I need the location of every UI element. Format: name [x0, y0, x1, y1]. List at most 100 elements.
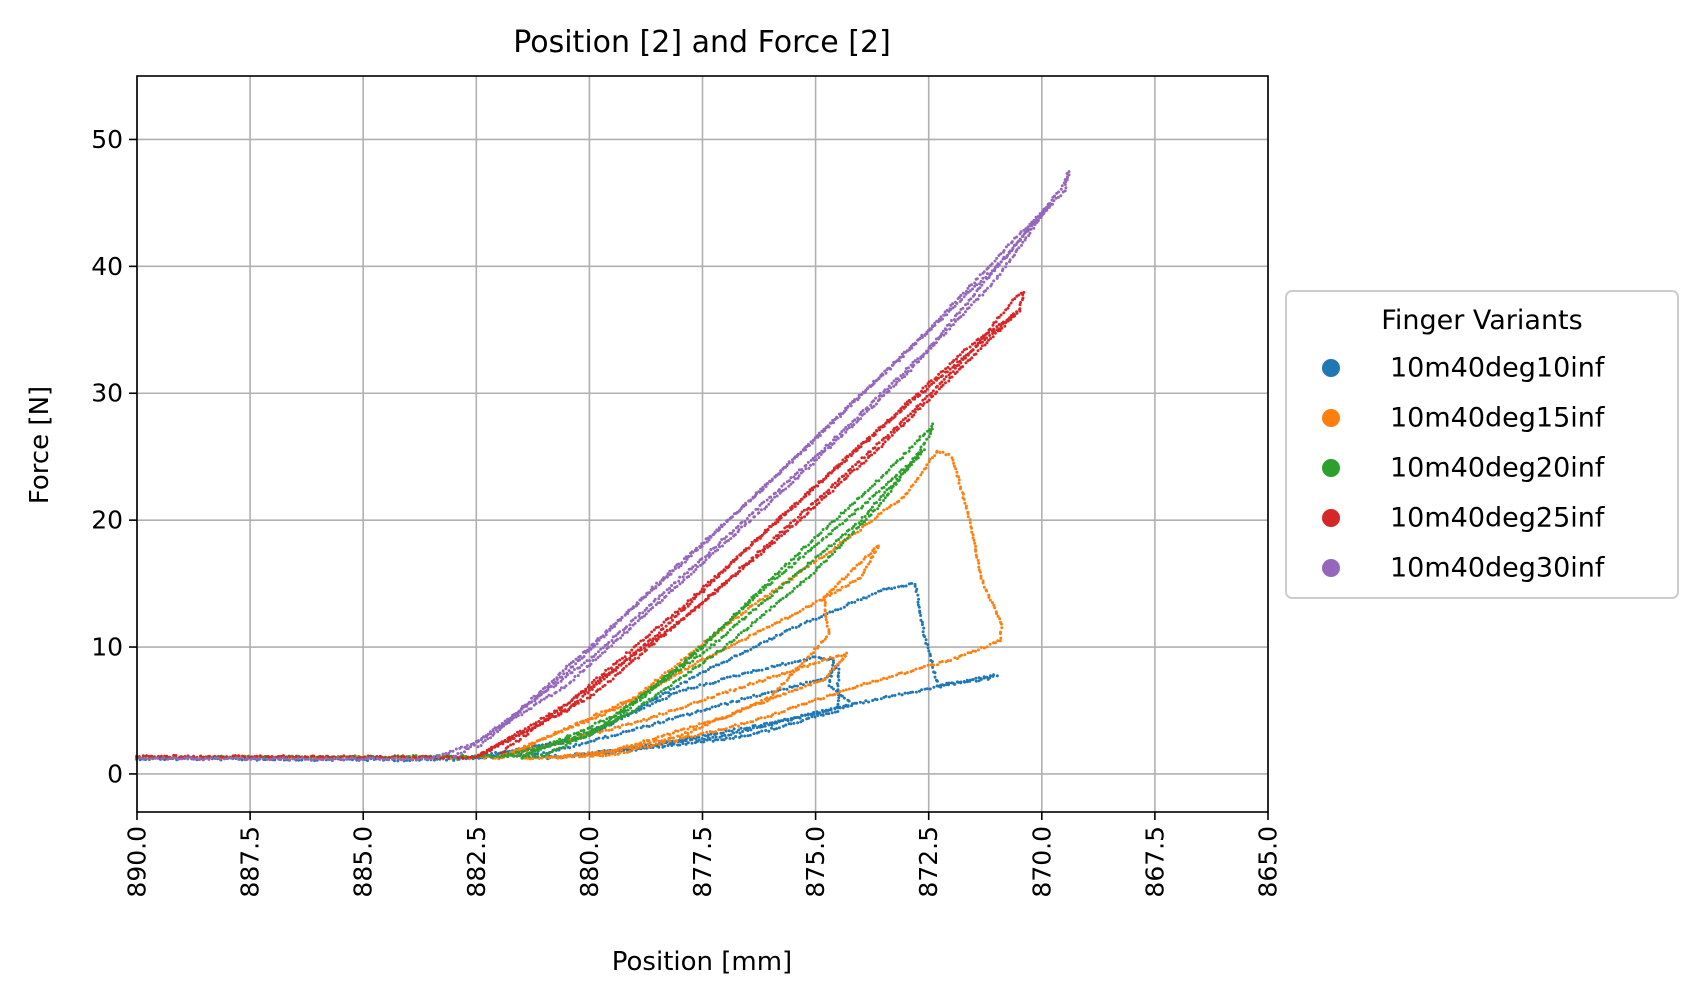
data-point [652, 714, 656, 718]
data-point [995, 264, 999, 268]
data-point [836, 702, 840, 706]
data-point [752, 645, 755, 649]
data-point [684, 742, 688, 746]
data-point [724, 736, 728, 740]
data-point [742, 629, 746, 633]
data-point [721, 731, 725, 735]
data-point [758, 549, 762, 553]
data-point [657, 712, 661, 716]
data-point [646, 742, 650, 746]
data-point [744, 615, 748, 619]
data-point [798, 500, 802, 503]
data-point [974, 676, 978, 680]
data-point [976, 349, 980, 353]
data-point [704, 640, 708, 644]
data-point [728, 737, 732, 740]
data-point [981, 293, 985, 297]
data-point [575, 753, 578, 757]
data-point [585, 753, 589, 757]
data-point [1010, 241, 1013, 245]
data-point [1017, 239, 1021, 243]
data-point [579, 698, 583, 702]
data-point [728, 675, 732, 679]
data-point [939, 370, 943, 374]
data-point [738, 652, 742, 656]
data-point [804, 605, 808, 609]
data-point [996, 614, 1000, 618]
data-point [825, 621, 829, 624]
data-point [822, 598, 826, 602]
data-point [589, 662, 593, 666]
data-point [717, 728, 721, 732]
data-point [850, 513, 854, 517]
data-point [975, 338, 979, 342]
data-point [768, 676, 772, 680]
data-point [822, 555, 826, 558]
data-point [814, 559, 818, 563]
data-point [981, 276, 985, 280]
data-point [921, 355, 925, 359]
data-point [789, 508, 793, 511]
data-point [777, 719, 781, 723]
data-point [784, 663, 788, 667]
data-point [493, 756, 497, 760]
data-point [742, 722, 746, 726]
data-point [755, 731, 759, 735]
data-point [841, 533, 845, 537]
data-point [774, 720, 777, 724]
data-point [610, 748, 614, 752]
data-point [985, 589, 989, 593]
data-point [940, 660, 944, 663]
data-point [952, 323, 955, 327]
data-point [921, 630, 925, 634]
data-point [411, 758, 415, 762]
data-point [744, 604, 748, 608]
data-point [857, 446, 861, 450]
data-point [806, 549, 810, 553]
data-point [767, 502, 771, 506]
data-point [732, 638, 736, 642]
data-point [719, 728, 723, 732]
data-point [775, 664, 779, 667]
data-point [814, 617, 818, 621]
data-point [629, 702, 632, 706]
data-point [753, 515, 756, 519]
data-point [766, 583, 770, 587]
data-point [822, 560, 826, 564]
data-point [341, 758, 345, 762]
data-point [890, 587, 894, 591]
data-point [809, 440, 813, 444]
data-point [479, 738, 483, 742]
data-point [716, 573, 720, 577]
data-point [650, 630, 654, 634]
data-point [497, 741, 501, 745]
data-point [237, 758, 241, 761]
data-point [867, 562, 871, 566]
data-point [807, 466, 811, 470]
data-point [552, 742, 556, 746]
data-point [887, 420, 891, 424]
data-point [796, 515, 800, 519]
data-point [977, 565, 981, 569]
data-point [678, 743, 682, 747]
data-point [817, 616, 821, 620]
data-point [875, 501, 878, 505]
data-point [503, 750, 506, 754]
data-point [851, 400, 855, 403]
data-point [805, 619, 809, 623]
data-point [798, 659, 802, 663]
data-point [547, 751, 551, 755]
data-point [802, 555, 805, 559]
data-point [823, 449, 827, 453]
data-point [1028, 222, 1032, 226]
data-point [864, 501, 867, 505]
data-point [790, 689, 794, 693]
data-point [610, 752, 614, 756]
data-point [974, 679, 978, 683]
data-point [927, 384, 931, 388]
data-point [659, 633, 663, 637]
data-point [813, 698, 817, 702]
data-point [837, 696, 841, 700]
data-point [901, 584, 905, 588]
data-point [699, 732, 703, 736]
